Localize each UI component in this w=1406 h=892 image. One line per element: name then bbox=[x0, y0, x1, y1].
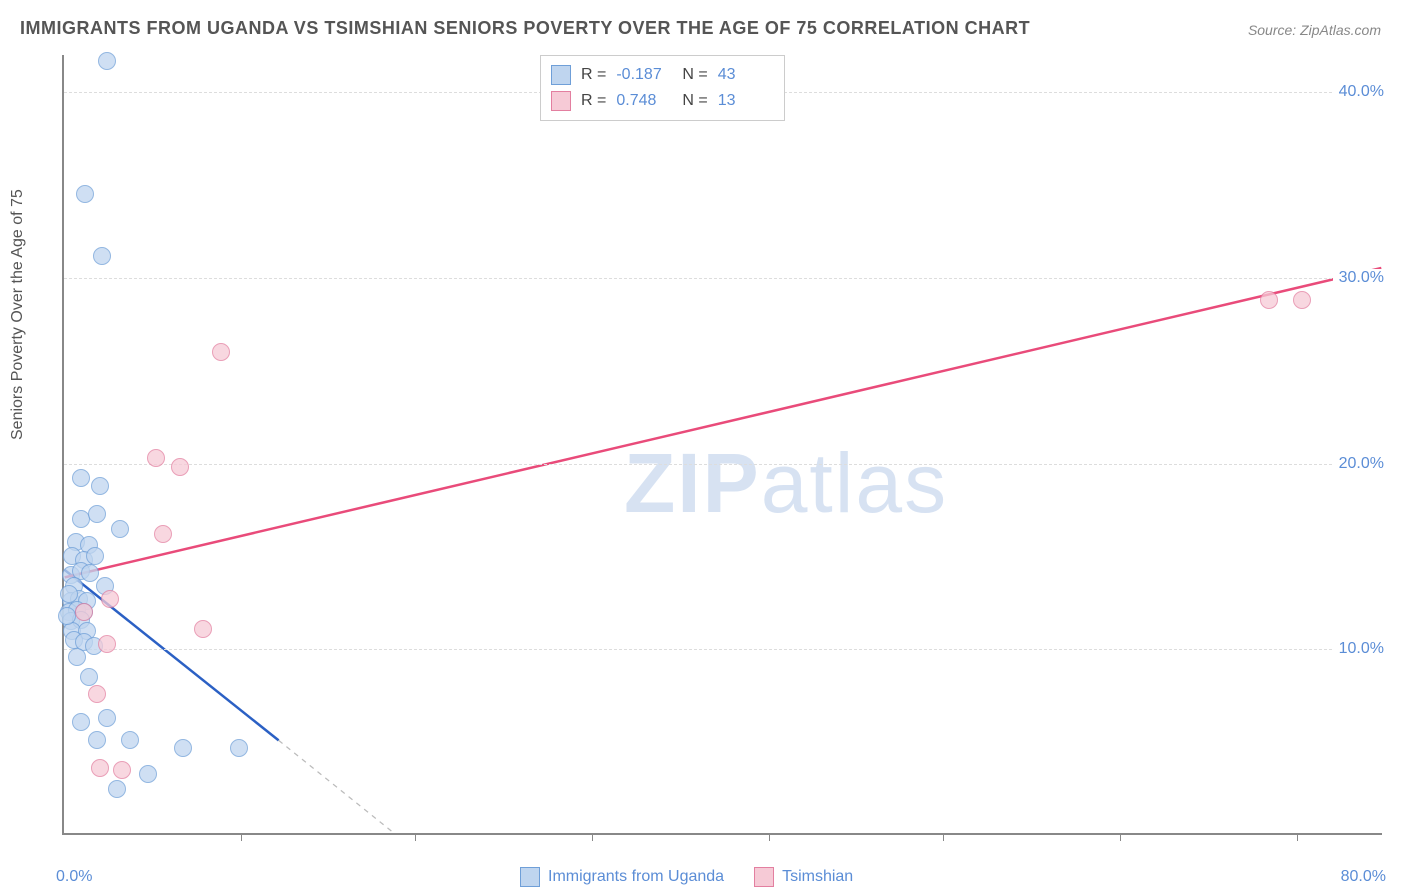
legend-label: Tsimshian bbox=[782, 868, 853, 886]
series-legend: Immigrants from Uganda Tsimshian bbox=[520, 867, 853, 887]
x-axis-max-label: 80.0% bbox=[1341, 868, 1386, 886]
plot-area: ZIPatlas 10.0%20.0%30.0%40.0% bbox=[62, 55, 1382, 835]
stats-legend: R = -0.187 N = 43 R = 0.748 N = 13 bbox=[540, 55, 785, 121]
legend-swatch bbox=[520, 867, 540, 887]
data-point bbox=[75, 603, 93, 621]
data-point bbox=[101, 590, 119, 608]
trend-line-extrapolated bbox=[279, 740, 394, 833]
stats-n-label: N = bbox=[682, 66, 707, 84]
trend-lines-layer bbox=[64, 55, 1382, 833]
stats-r-label: R = bbox=[581, 66, 606, 84]
data-point bbox=[98, 709, 116, 727]
y-tick-label: 10.0% bbox=[1333, 640, 1384, 658]
data-point bbox=[154, 525, 172, 543]
data-point bbox=[121, 731, 139, 749]
x-tick bbox=[241, 833, 242, 841]
data-point bbox=[91, 759, 109, 777]
data-point bbox=[76, 185, 94, 203]
data-point bbox=[108, 780, 126, 798]
data-point bbox=[93, 247, 111, 265]
data-point bbox=[81, 564, 99, 582]
legend-item: Tsimshian bbox=[754, 867, 853, 887]
data-point bbox=[88, 505, 106, 523]
x-tick bbox=[415, 833, 416, 841]
y-axis-label: Seniors Poverty Over the Age of 75 bbox=[9, 189, 27, 440]
chart-title: IMMIGRANTS FROM UGANDA VS TSIMSHIAN SENI… bbox=[20, 18, 1030, 39]
x-tick bbox=[592, 833, 593, 841]
data-point bbox=[60, 585, 78, 603]
data-point bbox=[80, 668, 98, 686]
stats-n-value: 13 bbox=[718, 92, 774, 110]
chart-container: IMMIGRANTS FROM UGANDA VS TSIMSHIAN SENI… bbox=[0, 0, 1406, 892]
x-tick bbox=[1297, 833, 1298, 841]
data-point bbox=[88, 731, 106, 749]
gridline bbox=[64, 649, 1382, 650]
y-tick-label: 40.0% bbox=[1333, 83, 1384, 101]
legend-label: Immigrants from Uganda bbox=[548, 868, 724, 886]
data-point bbox=[139, 765, 157, 783]
data-point bbox=[194, 620, 212, 638]
trend-line bbox=[65, 570, 279, 740]
x-axis-min-label: 0.0% bbox=[56, 868, 92, 886]
data-point bbox=[230, 739, 248, 757]
data-point bbox=[72, 469, 90, 487]
gridline bbox=[64, 464, 1382, 465]
data-point bbox=[111, 520, 129, 538]
stats-legend-row: R = 0.748 N = 13 bbox=[551, 88, 774, 114]
legend-swatch bbox=[551, 65, 571, 85]
y-tick-label: 30.0% bbox=[1333, 269, 1384, 287]
data-point bbox=[68, 648, 86, 666]
x-tick bbox=[943, 833, 944, 841]
data-point bbox=[98, 635, 116, 653]
data-point bbox=[1293, 291, 1311, 309]
x-tick bbox=[1120, 833, 1121, 841]
stats-r-value: -0.187 bbox=[616, 66, 672, 84]
stats-n-value: 43 bbox=[718, 66, 774, 84]
data-point bbox=[113, 761, 131, 779]
data-point bbox=[91, 477, 109, 495]
y-tick-label: 20.0% bbox=[1333, 455, 1384, 473]
data-point bbox=[171, 458, 189, 476]
source-attribution: Source: ZipAtlas.com bbox=[1248, 22, 1381, 38]
data-point bbox=[72, 713, 90, 731]
legend-item: Immigrants from Uganda bbox=[520, 867, 724, 887]
source-value: ZipAtlas.com bbox=[1300, 22, 1381, 38]
legend-swatch bbox=[551, 91, 571, 111]
stats-r-label: R = bbox=[581, 92, 606, 110]
stats-r-value: 0.748 bbox=[616, 92, 672, 110]
stats-legend-row: R = -0.187 N = 43 bbox=[551, 62, 774, 88]
data-point bbox=[1260, 291, 1278, 309]
x-tick bbox=[769, 833, 770, 841]
data-point bbox=[212, 343, 230, 361]
data-point bbox=[147, 449, 165, 467]
trend-line bbox=[65, 268, 1382, 577]
data-point bbox=[174, 739, 192, 757]
data-point bbox=[86, 547, 104, 565]
source-label: Source: bbox=[1248, 22, 1296, 38]
gridline bbox=[64, 278, 1382, 279]
stats-n-label: N = bbox=[682, 92, 707, 110]
data-point bbox=[58, 607, 76, 625]
legend-swatch bbox=[754, 867, 774, 887]
data-point bbox=[98, 52, 116, 70]
data-point bbox=[88, 685, 106, 703]
data-point bbox=[72, 510, 90, 528]
